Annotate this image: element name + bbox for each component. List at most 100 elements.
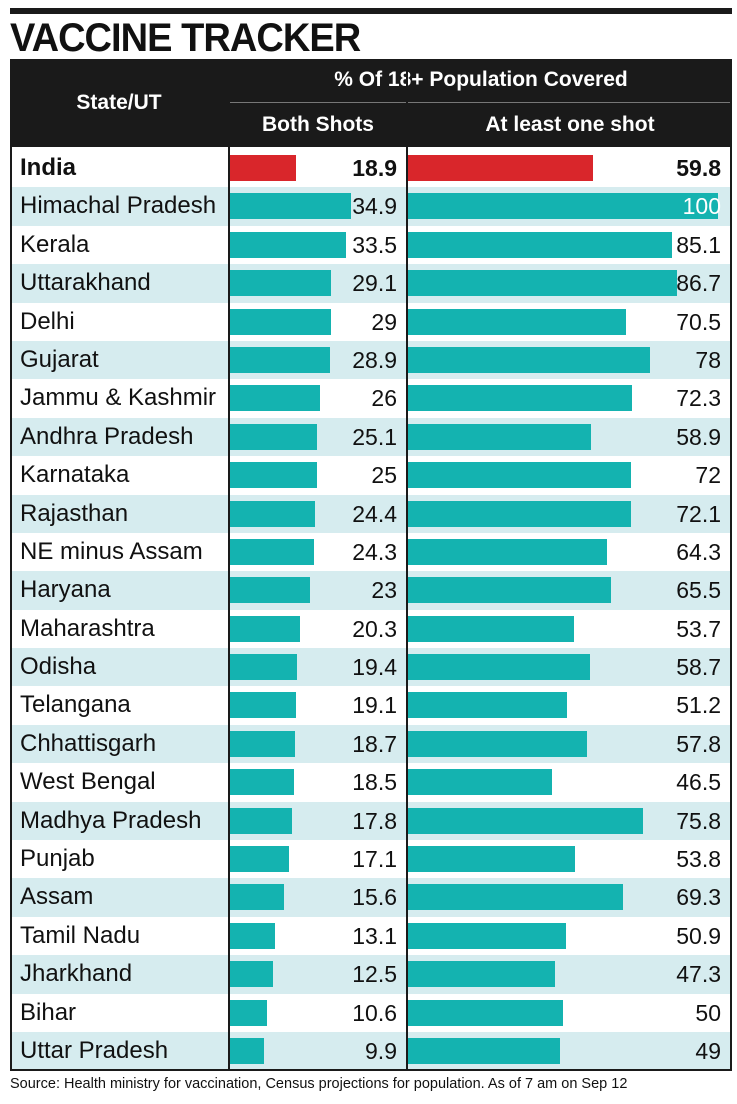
state-label: West Bengal [20, 768, 156, 796]
table-header: State/UT % Of 18+ Population Covered Bot… [10, 59, 732, 147]
both-shots-bar [230, 692, 297, 719]
chart-title: VACCINE TRACKER [10, 16, 361, 60]
both-shots-value: 17.8 [352, 807, 397, 834]
both-shots-value: 24.4 [352, 500, 397, 527]
column-divider-state [228, 59, 230, 1070]
chart-row: Maharashtra 20.3 53.7 [10, 610, 732, 648]
one-shot-bar [408, 615, 575, 642]
chart-row: Jammu & Kashmir 26 72.3 [10, 379, 732, 417]
table-border-left [10, 59, 12, 1070]
both-shots-value: 9.9 [365, 1037, 397, 1064]
both-shots-value: 17.1 [352, 846, 397, 873]
one-shot-bar [408, 730, 588, 757]
both-shots-bar [230, 231, 347, 258]
state-label: Telangana [20, 691, 131, 719]
one-shot-bar [408, 231, 672, 258]
one-shot-value: 57.8 [676, 730, 721, 757]
state-label: India [20, 154, 77, 181]
state-label: Jammu & Kashmir [20, 384, 217, 412]
both-shots-value: 18.5 [352, 769, 397, 796]
state-label: Himachal Pradesh [20, 192, 217, 220]
chart-row: Karnataka 25 72 [10, 456, 732, 494]
both-shots-value: 12.5 [352, 961, 397, 988]
both-shots-bar [230, 769, 295, 796]
both-shots-value: 19.4 [352, 654, 397, 681]
chart-row: Jharkhand 12.5 47.3 [10, 955, 732, 994]
one-shot-value: 85.1 [676, 231, 721, 258]
one-shot-bar [408, 999, 563, 1026]
one-shot-bar [408, 577, 611, 604]
both-shots-value: 19.1 [352, 692, 397, 719]
one-shot-value: 58.7 [676, 654, 721, 681]
state-column-header: State/UT [76, 91, 162, 114]
one-shot-bar [408, 423, 591, 450]
chart-row: Odisha 19.4 58.7 [10, 648, 732, 687]
both-shots-value: 28.9 [352, 346, 397, 373]
state-label: Andhra Pradesh [20, 422, 194, 450]
both-shots-value: 25 [371, 462, 397, 489]
one-shot-value: 70.5 [676, 308, 721, 335]
coverage-group-header: % Of 18+ Population Covered [334, 68, 628, 91]
one-shot-bar [408, 692, 567, 719]
one-shot-bar [408, 961, 555, 988]
state-label: Rajasthan [20, 499, 129, 527]
one-shot-bar [408, 500, 632, 527]
table-border-right [730, 59, 732, 1070]
both-shots-value: 26 [371, 385, 397, 412]
state-label: Kerala [20, 230, 90, 258]
one-shot-value: 86.7 [676, 270, 721, 297]
one-shot-value: 65.5 [676, 577, 721, 604]
both-shots-value: 25.1 [352, 423, 397, 450]
both-shots-value: 20.3 [352, 615, 397, 642]
both-shots-bar [230, 884, 285, 911]
state-label: Karnataka [20, 461, 130, 489]
chart-row: Himachal Pradesh 34.9 100 [10, 187, 732, 226]
one-shot-value: 53.7 [676, 615, 721, 642]
state-label: Gujarat [20, 345, 99, 373]
both-shots-value: 24.3 [352, 538, 397, 565]
both-shots-bar [230, 730, 295, 757]
both-shots-bar [230, 922, 276, 949]
header-rule [230, 102, 732, 103]
chart-row: Chhattisgarh 18.7 57.8 [10, 724, 732, 764]
one-shot-bar [408, 769, 553, 796]
state-label: Odisha [20, 653, 97, 681]
one-shot-bar [408, 538, 608, 565]
source-note: Source: Health ministry for vaccination,… [10, 1076, 628, 1092]
one-shot-value: 75.8 [676, 807, 721, 834]
chart-row: Haryana 23 65.5 [10, 571, 732, 610]
both-shots-bar [230, 846, 290, 873]
both-shots-value: 10.6 [352, 999, 397, 1026]
chart-row: Tamil Nadu 13.1 50.9 [10, 917, 732, 955]
chart-row: India 18.9 59.8 [10, 149, 732, 187]
one-shot-bar [408, 462, 632, 489]
state-label: Assam [20, 883, 94, 911]
one-shot-bar [408, 884, 623, 911]
one-shot-value: 64.3 [676, 538, 721, 565]
both-shots-value: 13.1 [352, 922, 397, 949]
title-rule [10, 8, 732, 14]
state-label: Uttarakhand [20, 269, 151, 297]
one-shot-value: 78 [695, 346, 721, 373]
one-shot-bar [408, 308, 627, 335]
one-shot-value: 100 [682, 193, 721, 220]
both-shots-bar [230, 1037, 265, 1064]
both-shots-value: 34.9 [352, 193, 397, 220]
one-shot-bar [408, 1037, 560, 1064]
one-shot-bar [408, 922, 566, 949]
chart-row: Uttar Pradesh 9.9 49 [10, 1031, 732, 1071]
one-shot-bar [408, 807, 643, 834]
chart-row: Madhya Pradesh 17.8 75.8 [10, 801, 732, 841]
one-shot-bar [408, 654, 590, 681]
both-shots-bar [230, 577, 310, 604]
both-shots-value: 23 [371, 577, 397, 604]
both-shots-bar [230, 654, 298, 681]
state-label: Maharashtra [20, 614, 155, 642]
both-shots-bar [230, 423, 318, 450]
both-shots-bar [230, 961, 274, 988]
one-shot-bar [408, 846, 575, 873]
one-shot-value: 58.9 [676, 423, 721, 450]
one-shot-value: 53.8 [676, 846, 721, 873]
table-border-bottom [10, 1069, 732, 1071]
chart-row: Punjab 17.1 53.8 [10, 840, 732, 878]
